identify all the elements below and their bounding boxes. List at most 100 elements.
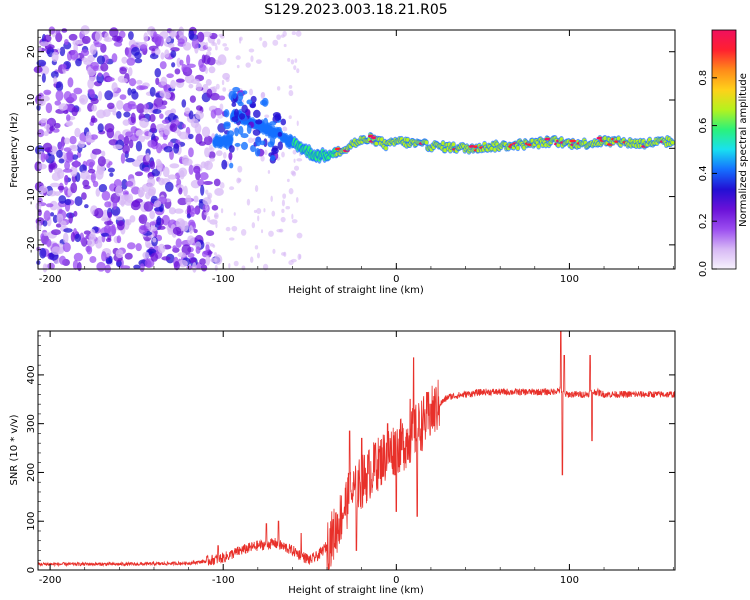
heatmap-cell (255, 59, 262, 64)
heatmap-cell (105, 238, 112, 243)
x-tick-label: 0 (393, 575, 399, 586)
heatmap-cell (286, 178, 290, 183)
spectrogram-frame (37, 29, 676, 270)
heatmap-cell (569, 139, 577, 143)
heatmap-cell (283, 43, 287, 48)
heatmap-cell (208, 151, 216, 159)
heatmap-cell (205, 204, 208, 210)
heatmap-cell (74, 127, 81, 138)
heatmap-cell (45, 123, 51, 133)
heatmap-cell (82, 179, 90, 187)
heatmap-cell (222, 152, 227, 159)
heatmap-cell (228, 152, 233, 161)
heatmap-cell (250, 55, 254, 63)
heatmap-cell (152, 108, 162, 114)
heatmap-cell (177, 252, 187, 258)
heatmap-cell (160, 52, 165, 60)
heatmap-cell (59, 255, 67, 265)
heatmap-cell (64, 39, 69, 46)
heatmap-cell (225, 226, 231, 232)
heatmap-cell (293, 65, 297, 71)
heatmap-cell (165, 181, 174, 192)
heatmap-cell (77, 261, 82, 272)
heatmap-cell (522, 145, 526, 150)
heatmap-cell (182, 66, 190, 73)
heatmap-cell (158, 177, 165, 186)
heatmap-cell (384, 146, 388, 151)
heatmap-cell (148, 186, 157, 196)
heatmap-cell (288, 188, 294, 195)
snr-panel: -200 -100 0 100 0 100 200 300 400 Height of str… (9, 330, 676, 596)
heatmap-cell (242, 90, 248, 95)
heatmap-cell (205, 51, 212, 56)
heatmap-cell (75, 58, 82, 67)
heatmap-cell (122, 190, 129, 196)
heatmap-cell (267, 170, 271, 174)
heatmap-cell (224, 46, 229, 51)
heatmap-cell (174, 208, 184, 214)
heatmap-cell (223, 122, 231, 130)
heatmap-cell (205, 230, 215, 237)
heatmap-cell (87, 168, 96, 174)
heatmap-cell (277, 141, 283, 151)
heatmap-cell (169, 149, 174, 160)
heatmap-cell (233, 260, 239, 267)
heatmap-cell (163, 124, 171, 136)
heatmap-cell (405, 137, 410, 142)
snr-x-label: Height of straight line (km) (288, 585, 424, 596)
heatmap-cell (151, 168, 161, 177)
heatmap-cell (37, 46, 42, 52)
heatmap-cell (287, 57, 291, 62)
heatmap-cell (149, 114, 156, 123)
heatmap-cell (115, 185, 123, 197)
heatmap-cell (225, 140, 230, 150)
heatmap-cell (153, 31, 158, 39)
heatmap-cell (108, 161, 113, 166)
heatmap-cell (128, 139, 134, 149)
heatmap-cell (238, 113, 246, 120)
colorbar-tick-label: 0.4 (698, 165, 709, 181)
heatmap-cell (203, 135, 213, 146)
heatmap-cell (278, 228, 284, 233)
heatmap-cell (270, 155, 276, 161)
heatmap-cell (156, 143, 163, 154)
heatmap-cell (101, 217, 110, 222)
heatmap-cell (263, 208, 266, 213)
heatmap-cell (86, 245, 93, 255)
heatmap-cell (214, 187, 224, 196)
heatmap-cell (253, 209, 257, 214)
heatmap-cell (97, 72, 103, 77)
heatmap-cell (57, 141, 64, 152)
heatmap-cell (122, 119, 130, 126)
heatmap-cell (131, 159, 142, 167)
colorbar-tick-label: 0.6 (698, 118, 709, 134)
heatmap-cell (80, 170, 90, 180)
heatmap-cell (63, 90, 72, 102)
heatmap-cell (185, 194, 192, 206)
heatmap-cell (186, 54, 191, 66)
heatmap-cell (205, 189, 209, 195)
heatmap-cell (40, 118, 47, 124)
heatmap-cell (253, 109, 261, 118)
heatmap-cell (195, 110, 204, 120)
heatmap-cell (105, 77, 115, 82)
heatmap-cell (104, 90, 114, 101)
heatmap-cell (89, 134, 99, 140)
heatmap-cell (40, 233, 45, 241)
heatmap-cell (106, 127, 115, 139)
heatmap-cell (207, 194, 211, 200)
heatmap-cell (143, 166, 150, 173)
heatmap-cell (201, 250, 208, 258)
heatmap-cell (57, 169, 65, 179)
heatmap-cell (272, 248, 276, 254)
heatmap-cell (35, 201, 42, 211)
heatmap-cell (37, 197, 43, 204)
heatmap-cell (70, 182, 78, 194)
y-tick-label: 200 (26, 463, 37, 482)
heatmap-cell (240, 141, 248, 150)
heatmap-cell (116, 235, 122, 244)
heatmap-cell (51, 229, 61, 236)
heatmap-cell (167, 174, 177, 180)
colorbar-tick-label: 0.8 (698, 70, 709, 86)
heatmap-cell (203, 180, 213, 185)
